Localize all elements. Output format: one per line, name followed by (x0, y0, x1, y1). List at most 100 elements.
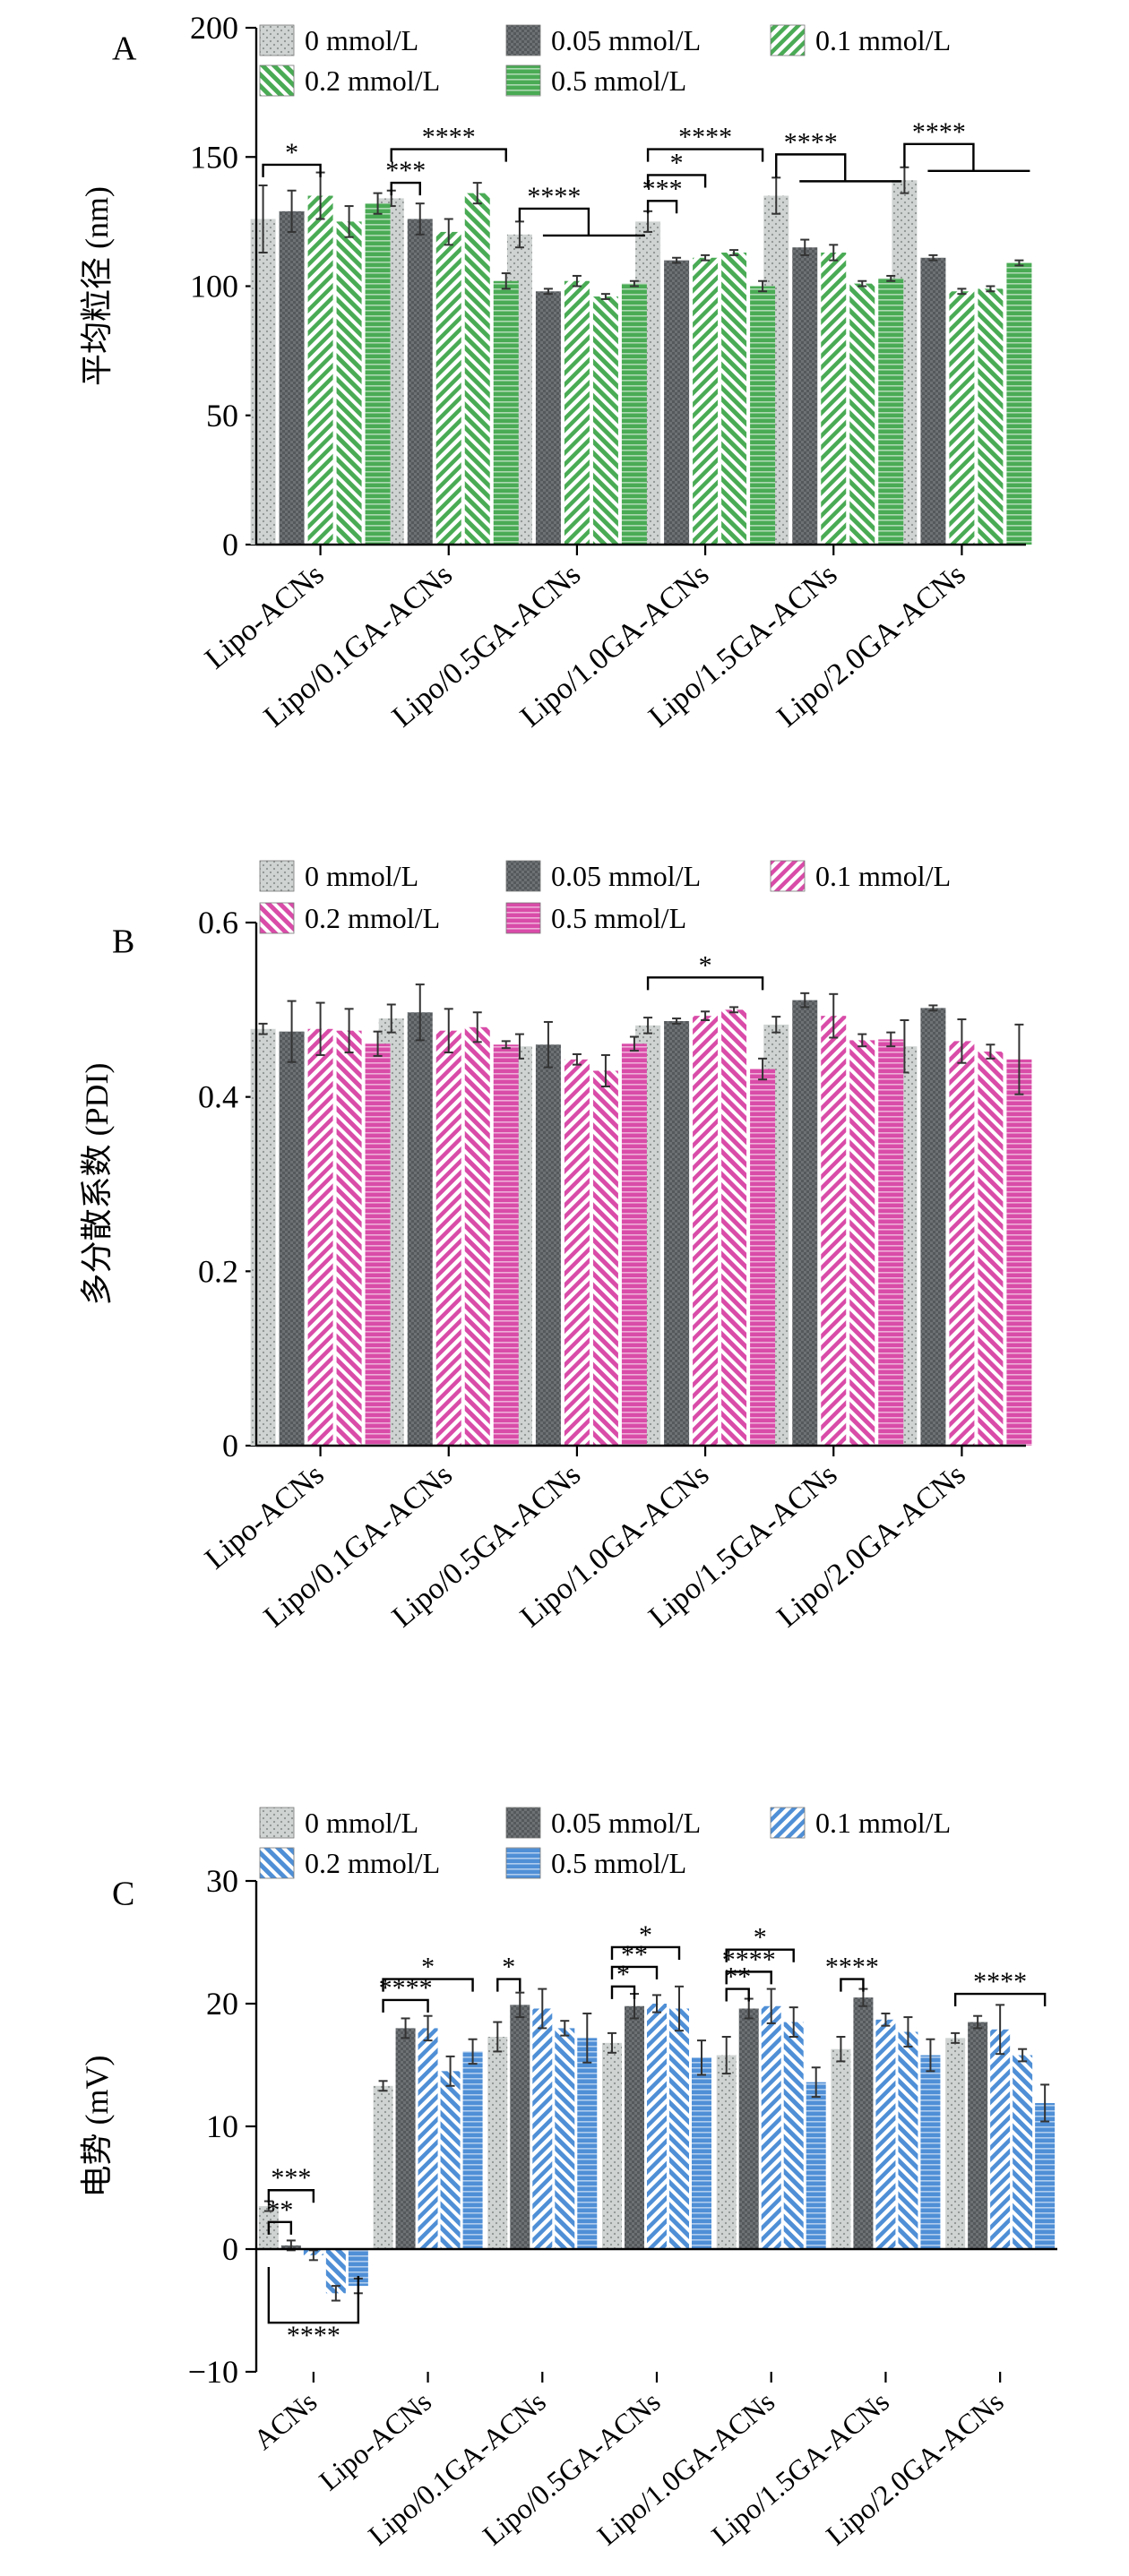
y-tick-label: 0 (222, 2231, 238, 2267)
significance-label: * (670, 148, 684, 177)
bar (792, 247, 818, 545)
bar (493, 280, 519, 545)
bar (336, 1030, 362, 1446)
significance-label: **** (422, 123, 476, 152)
bar (821, 252, 847, 545)
bar (831, 2048, 851, 2249)
significance-label: **** (287, 2321, 340, 2350)
bar (945, 2038, 966, 2249)
legend-swatch (505, 64, 541, 97)
legend-label: 0 mmol/L (305, 1807, 418, 1839)
bar (325, 2249, 346, 2294)
y-tick-label: 0 (222, 1428, 238, 1464)
legend-label: 0.5 mmol/L (551, 902, 686, 934)
bar (949, 291, 975, 545)
significance-marker: * (646, 148, 707, 188)
bar (555, 2028, 575, 2249)
significance-marker: *** (267, 2163, 315, 2203)
bar (920, 1008, 946, 1446)
significance-label: ** (621, 1940, 648, 1970)
bar (664, 1020, 690, 1446)
legend-swatch (259, 64, 295, 97)
significance-label: * (699, 950, 712, 980)
bar (664, 260, 690, 545)
panel-c: C 电势 (mV) 0 mmol/L 0.05 mmol/L 0.1 mmol/L 0.2… (79, 1807, 1057, 2552)
bar (564, 280, 590, 545)
significance-label: *** (271, 2163, 311, 2193)
significance-marker: * (610, 1920, 681, 1960)
bar (878, 278, 904, 545)
bar (493, 1044, 519, 1446)
bar (750, 1069, 776, 1446)
bar (365, 1043, 391, 1446)
legend-swatch (770, 860, 806, 892)
bar (307, 1028, 333, 1446)
legend-swatch (505, 24, 541, 56)
significance-marker: * (262, 138, 322, 177)
significance-label: **** (784, 127, 838, 157)
bar (1006, 1059, 1032, 1446)
y-tick-label: 10 (206, 2108, 238, 2144)
y-axis-label: 电势 (mV) (79, 2056, 115, 2198)
bar (821, 1016, 847, 1446)
bar (692, 2057, 711, 2249)
bar (592, 296, 618, 545)
significance-label: **** (912, 117, 966, 147)
bar (464, 1026, 490, 1446)
bar (783, 2022, 804, 2249)
legend-label: 0.1 mmol/L (815, 24, 951, 56)
bar (621, 283, 647, 545)
legend-label: 0.05 mmol/L (551, 860, 701, 892)
y-tick-label: 0 (222, 527, 238, 562)
legend: 0 mmol/L 0.05 mmol/L 0.1 mmol/L 0.2 mmol/L 0… (259, 24, 951, 97)
y-tick-label: 30 (206, 1863, 238, 1899)
bar (721, 252, 747, 545)
y-tick-label: 100 (190, 269, 238, 305)
bar (535, 1044, 561, 1446)
significance-marker: **** (903, 117, 1030, 173)
significance-marker: * (382, 1953, 474, 1992)
y-tick-label: −10 (188, 2354, 238, 2390)
bar (721, 1009, 747, 1446)
significance-marker: **** (775, 127, 902, 183)
bar (806, 2082, 826, 2249)
significance-label: **** (379, 1973, 433, 2003)
bar (738, 2008, 759, 2249)
legend-swatch (259, 24, 295, 56)
bar (365, 203, 391, 545)
legend-label: 0 mmol/L (305, 24, 418, 56)
legend-swatch (505, 1847, 541, 1879)
bar (348, 2249, 368, 2287)
y-axis-label: 平均粒径 (nm) (79, 186, 115, 386)
legend-label: 0.2 mmol/L (305, 1847, 440, 1879)
y-tick-label: 0.6 (198, 905, 238, 940)
y-tick-label: 200 (190, 10, 238, 46)
legend-swatch (770, 1807, 806, 1839)
bar (279, 210, 305, 545)
legend-swatch (259, 1807, 295, 1839)
bar (669, 2008, 689, 2249)
x-tick-label: Lipo-ACNs (199, 558, 331, 676)
bar (1035, 2102, 1056, 2249)
bar (693, 1016, 719, 1446)
bar (464, 193, 490, 545)
significance-marker: **** (267, 2267, 360, 2350)
y-tick-label: 20 (206, 1986, 238, 2022)
bar (978, 288, 1004, 545)
y-axis-label: 多分散系数 (PDI) (79, 1063, 115, 1306)
significance-marker: *** (385, 156, 426, 196)
legend-label: 0 mmol/L (305, 860, 418, 892)
bar (990, 2029, 1011, 2249)
significance-marker: * (496, 1953, 521, 1992)
significance-marker: * (646, 950, 764, 991)
bar (373, 2085, 393, 2249)
bar (716, 2055, 737, 2249)
bar (968, 2022, 988, 2249)
legend: 0 mmol/L 0.05 mmol/L 0.1 mmol/L 0.2 mmol/L 0… (259, 1807, 951, 1879)
bar (418, 2028, 438, 2249)
bar (1006, 262, 1032, 545)
bar (510, 2005, 530, 2249)
bar (849, 283, 875, 545)
y-tick-label: 150 (190, 139, 238, 175)
legend-swatch (259, 1847, 295, 1879)
